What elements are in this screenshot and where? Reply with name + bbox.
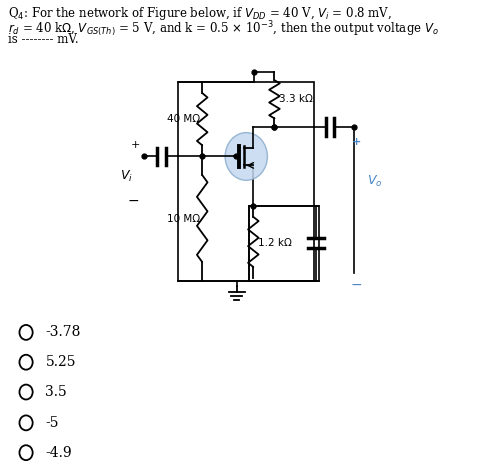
- Text: -4.9: -4.9: [45, 445, 72, 459]
- Text: +: +: [352, 137, 361, 147]
- Bar: [249, 206, 318, 281]
- Text: −: −: [351, 278, 362, 292]
- Text: Q$_4$: For the network of Figure below, if $V_{DD}$ = 40 V, $V_i$ = 0.8 mV,: Q$_4$: For the network of Figure below, …: [8, 6, 392, 22]
- Text: 5.25: 5.25: [45, 355, 76, 369]
- Text: is -------- mV.: is -------- mV.: [8, 33, 79, 46]
- Text: -5: -5: [45, 416, 59, 430]
- Text: 3.5: 3.5: [45, 385, 67, 399]
- Text: $V_o$: $V_o$: [367, 174, 382, 189]
- Text: 10 MΩ: 10 MΩ: [167, 213, 200, 224]
- Text: -3.78: -3.78: [45, 325, 81, 339]
- Text: 40 MΩ: 40 MΩ: [167, 114, 200, 124]
- Text: −: −: [128, 194, 139, 208]
- Text: $r_d$ = 40 k$\Omega$, $V_{GS(Th)}$ = 5 V, and k = 0.5 $\times$ 10$^{-3}$, then t: $r_d$ = 40 k$\Omega$, $V_{GS(Th)}$ = 5 V…: [8, 19, 439, 39]
- Text: $V_i$: $V_i$: [120, 169, 133, 184]
- Bar: [178, 82, 314, 281]
- Text: 3.3 kΩ: 3.3 kΩ: [279, 94, 313, 104]
- Text: 1.2 kΩ: 1.2 kΩ: [258, 239, 292, 248]
- Text: +: +: [130, 139, 140, 150]
- Circle shape: [225, 133, 268, 180]
